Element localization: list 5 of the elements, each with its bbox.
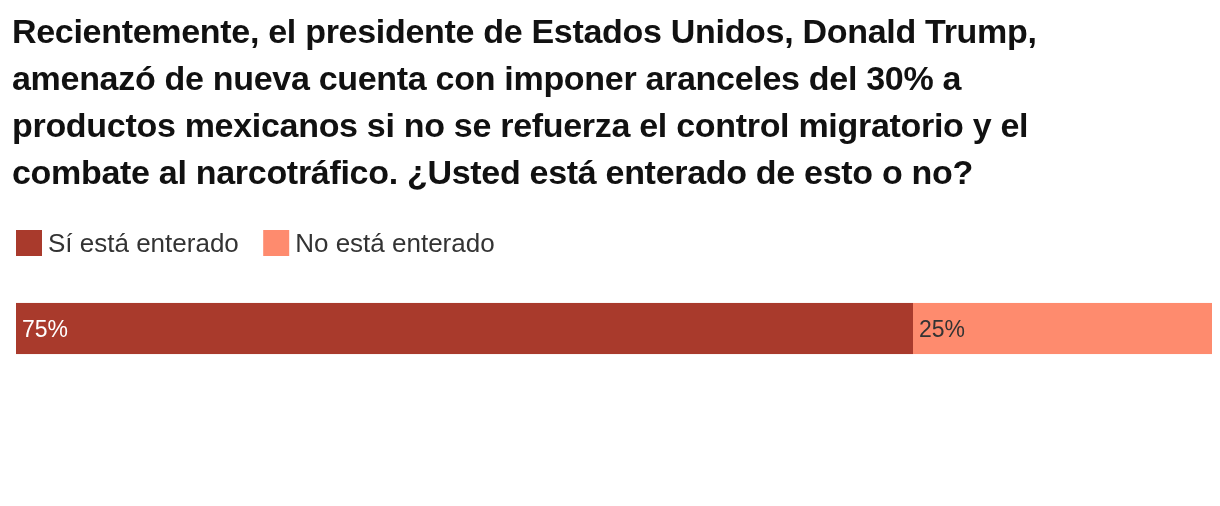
data-label: 25% [919, 315, 966, 342]
chart-title: Recientemente, el presidente de Estados Unidos, Donald Trump, amenazó de nueva cuenta con imponer aranceles del 30% a productos mexicanos si no se refuerza el control migratorio y el combate al narcotráfico. ¿Usted está enterado de esto o no? [12, 11, 1038, 193]
data-label: 75% [22, 315, 69, 342]
legend-label: Sí está enterado [48, 228, 239, 259]
legend-label: No está enterado [295, 228, 495, 259]
